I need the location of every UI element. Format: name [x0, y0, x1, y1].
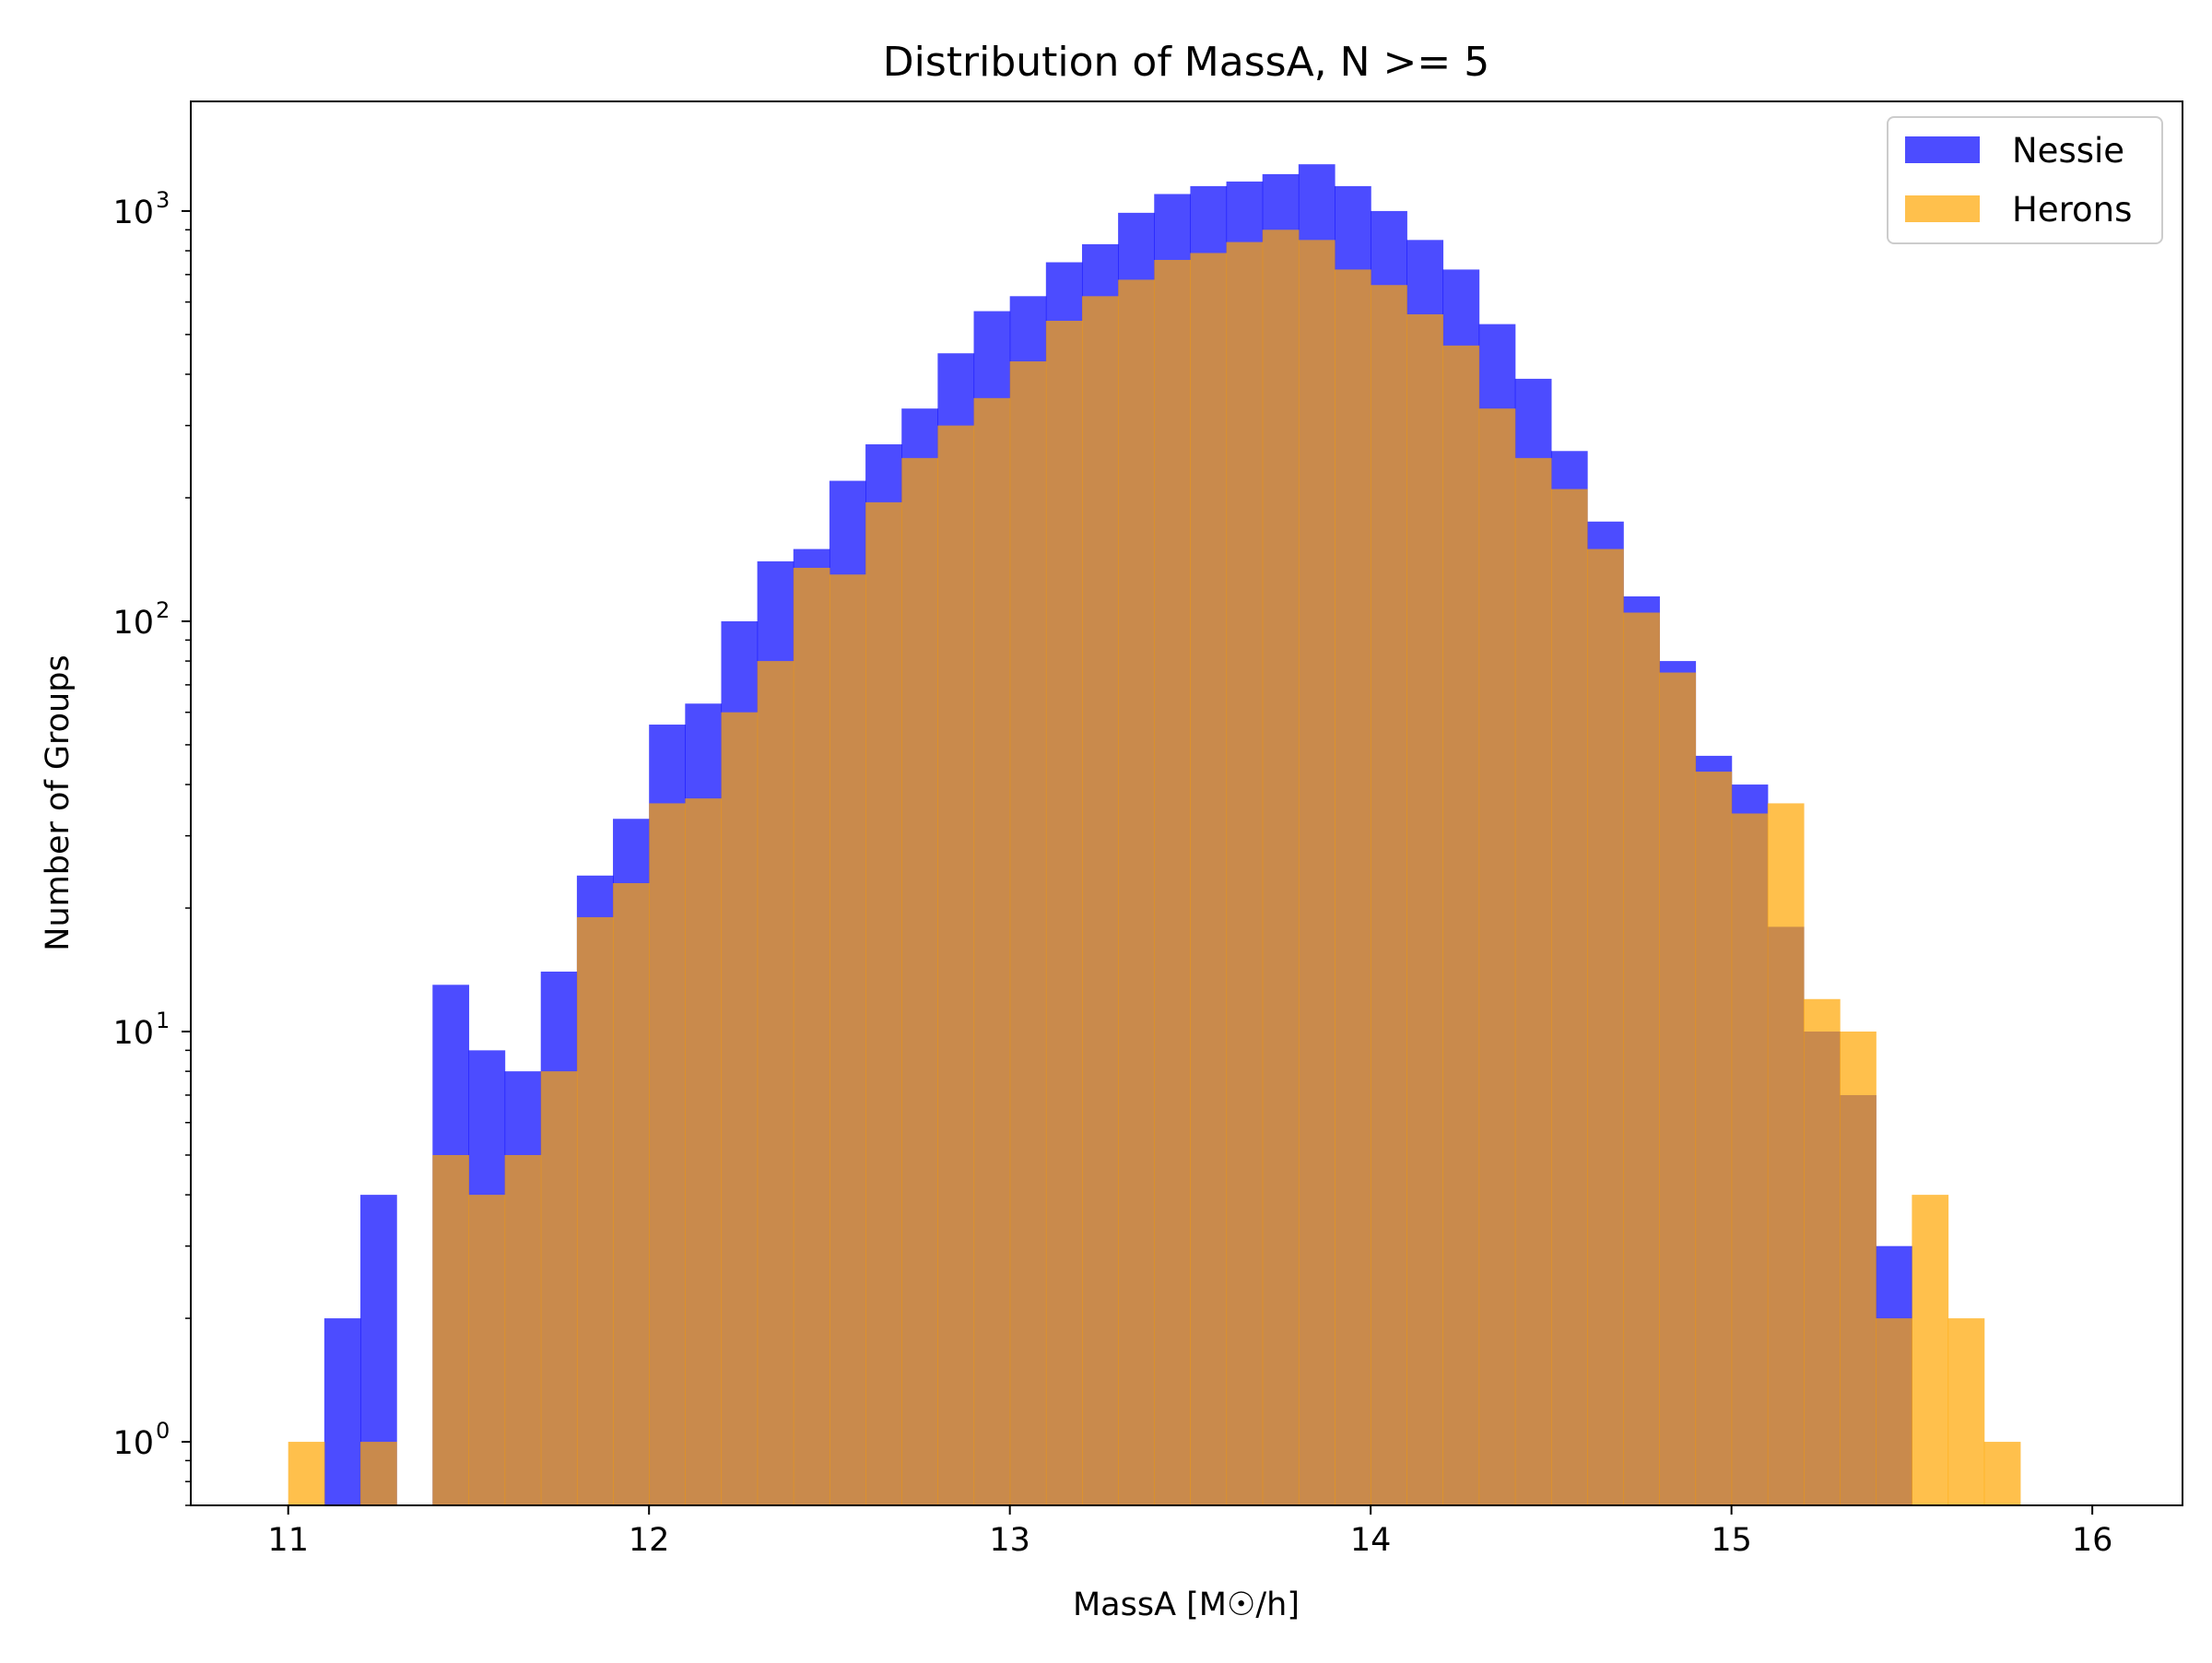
herons-bar [1009, 361, 1047, 1505]
herons-bar [829, 574, 866, 1505]
legend-swatch-nessie [1905, 136, 1980, 163]
herons-bars [288, 230, 2021, 1506]
herons-bar [504, 1154, 542, 1505]
herons-bar [649, 803, 686, 1505]
herons-bar [865, 501, 902, 1505]
herons-bar [1983, 1442, 2021, 1505]
herons-bar [576, 916, 614, 1505]
herons-bar [432, 1154, 470, 1505]
legend-label-herons: Herons [2012, 190, 2132, 230]
y-tick-exponent: 2 [156, 597, 170, 623]
herons-bar [937, 425, 975, 1505]
x-tick-label: 13 [989, 1522, 1030, 1559]
legend-swatch-herons [1905, 195, 1980, 222]
x-tick-label: 12 [629, 1522, 670, 1559]
herons-bar [1550, 489, 1588, 1505]
y-tick-label: 10 [112, 1425, 154, 1462]
herons-bar [1154, 259, 1192, 1506]
herons-bar [1767, 803, 1805, 1505]
herons-bar [468, 1195, 506, 1505]
herons-bar [1406, 313, 1444, 1506]
herons-bar [1514, 457, 1552, 1506]
herons-bar [1912, 1195, 1949, 1505]
herons-bar [1876, 1318, 1912, 1505]
plot-frame [190, 100, 2183, 1506]
herons-bar [1226, 242, 1264, 1506]
herons-bar [1190, 253, 1228, 1506]
herons-bar [540, 1071, 578, 1505]
herons-bar [1371, 285, 1407, 1506]
herons-bar [1623, 612, 1660, 1505]
herons-bar [685, 798, 723, 1505]
herons-bar [757, 661, 794, 1505]
herons-bar [973, 397, 1011, 1505]
herons-bar [613, 883, 650, 1505]
herons-bar [721, 712, 759, 1505]
herons-bar [1695, 772, 1733, 1505]
y-tick-exponent: 1 [156, 1008, 170, 1033]
x-tick-label: 14 [1350, 1522, 1392, 1559]
x-axis-ticks: 11 12 13 14 15 16 [267, 1505, 2112, 1559]
x-tick-label: 15 [1711, 1522, 1752, 1559]
y-tick-label: 10 [112, 1015, 154, 1052]
herons-bar [288, 1442, 325, 1505]
herons-bar [1118, 279, 1155, 1506]
legend: Nessie Herons [1887, 116, 2163, 244]
herons-bar [1262, 230, 1300, 1505]
herons-bar [1442, 345, 1480, 1506]
y-tick-label: 10 [112, 605, 154, 642]
nessie-bar [324, 1318, 361, 1505]
x-axis-label: MassA [M☉/h] [1073, 1586, 1300, 1623]
x-tick-label: 11 [267, 1522, 309, 1559]
herons-bar [1659, 672, 1697, 1505]
chart-title: Distribution of MassA, N >= 5 [883, 39, 1490, 86]
herons-bar [1045, 321, 1083, 1505]
y-tick-exponent: 3 [156, 187, 170, 213]
x-tick-label: 16 [2072, 1522, 2113, 1559]
y-tick-exponent: 0 [156, 1418, 170, 1444]
herons-bar [1081, 296, 1119, 1505]
herons-bar [793, 567, 830, 1505]
herons-bar [1478, 408, 1516, 1506]
herons-bar [1731, 813, 1769, 1505]
herons-bar [1335, 269, 1371, 1505]
herons-bar [360, 1442, 397, 1505]
herons-bar [1947, 1318, 1985, 1505]
herons-bar [1840, 1032, 1877, 1505]
legend-label-nessie: Nessie [2012, 131, 2124, 171]
y-tick-label: 10 [112, 195, 154, 231]
herons-bar [1587, 548, 1624, 1505]
herons-bar [1803, 998, 1841, 1505]
herons-bar [1298, 240, 1335, 1505]
y-axis-label: Number of Groups [40, 655, 76, 950]
herons-bar [901, 457, 938, 1506]
